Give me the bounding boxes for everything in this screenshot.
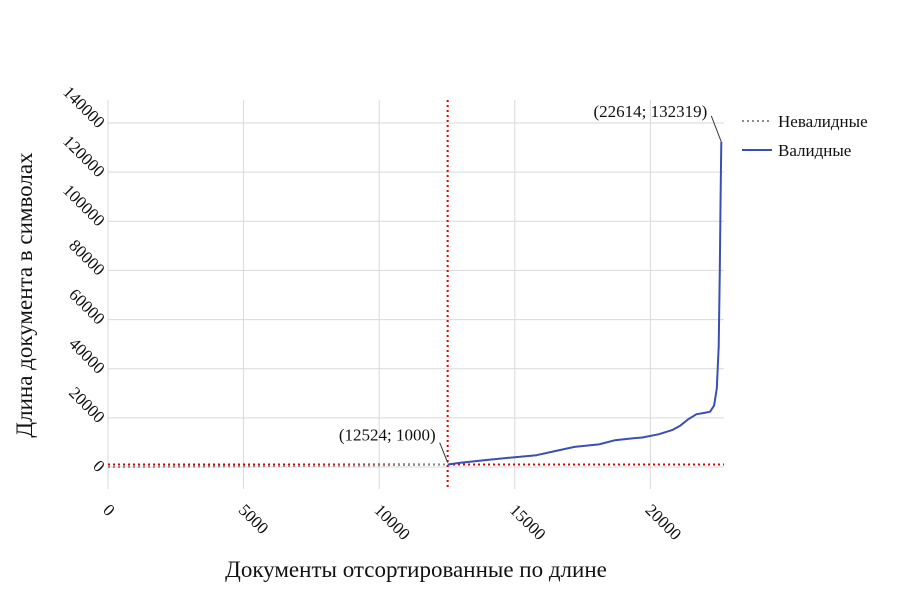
y-tick-label: 60000 <box>65 285 108 328</box>
x-tick-label: 15000 <box>506 500 549 543</box>
y-tick-label: 140000 <box>59 82 108 131</box>
series-lines <box>107 141 723 468</box>
legend-label-valid: Валидные <box>778 141 851 160</box>
legend-label-invalid: Невалидные <box>778 112 868 131</box>
y-axis-title: Длина документа в символах <box>12 152 37 438</box>
y-tick-label: 0 <box>89 456 108 475</box>
x-tick-label: 5000 <box>235 500 272 537</box>
y-tick-label: 20000 <box>65 383 108 426</box>
x-axis-title: Документы отсортированные по длине <box>225 557 607 582</box>
y-tick-label: 80000 <box>65 236 108 279</box>
y-tick-label: 120000 <box>59 131 108 180</box>
grid-lines <box>107 100 724 489</box>
x-tick-label: 0 <box>99 500 118 519</box>
y-tick-label: 100000 <box>59 181 108 230</box>
x-tick-label: 20000 <box>642 500 685 543</box>
annotation-leader <box>710 115 722 143</box>
legend: Невалидные Валидные <box>742 112 868 160</box>
x-tick-label: 10000 <box>370 500 413 543</box>
annotation-label: (12524; 1000) <box>339 426 436 445</box>
annotations: (12524; 1000) (22614; 132319) <box>339 102 722 463</box>
series-line-invalid <box>107 463 448 468</box>
y-tick-label: 40000 <box>65 334 108 377</box>
annotation-leader <box>439 442 449 463</box>
annotation-label: (22614; 132319) <box>593 102 707 121</box>
series-line-valid <box>447 141 723 466</box>
